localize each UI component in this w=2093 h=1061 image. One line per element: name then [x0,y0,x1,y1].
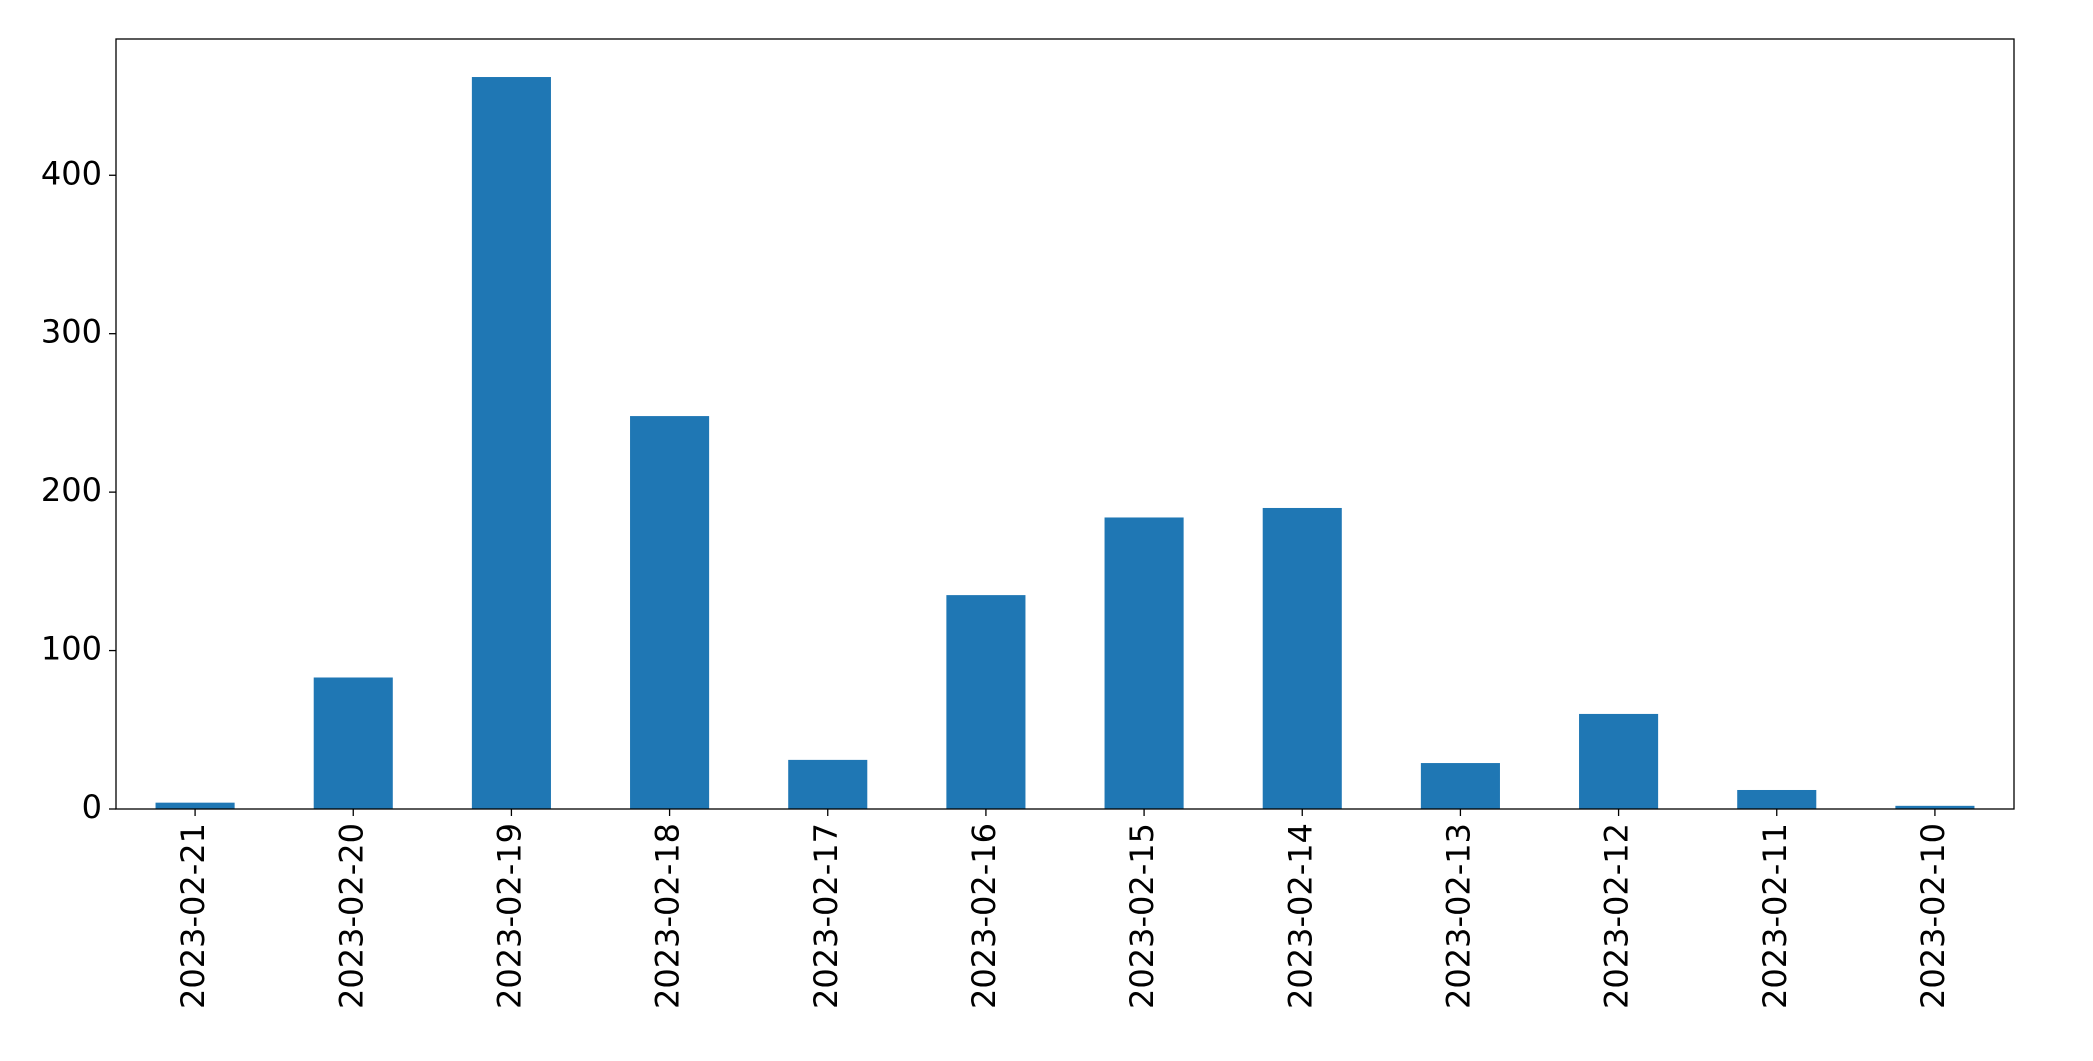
x-tick-label: 2023-02-13 [1439,823,1477,1009]
plot-frame [115,38,2015,810]
x-tick-label: 2023-02-12 [1598,823,1636,1009]
x-tick-label: 2023-02-21 [174,823,212,1009]
bar [1737,789,1817,809]
bar [1420,763,1500,809]
y-tick-label: 200 [41,471,102,509]
x-tick-label: 2023-02-17 [807,823,845,1009]
x-tick-label: 2023-02-16 [965,823,1003,1009]
bar [1579,713,1659,809]
x-tick-label: 2023-02-14 [1281,823,1319,1009]
bar [630,416,710,809]
y-tick-label: 400 [41,154,102,192]
bar [155,802,235,809]
x-tick-label: 2023-02-11 [1756,823,1794,1009]
x-tick-label: 2023-02-10 [1914,823,1952,1009]
bar [313,677,393,809]
bar [1104,517,1184,809]
x-tick-label: 2023-02-20 [332,823,370,1009]
x-tick-label: 2023-02-15 [1123,823,1161,1009]
bar [1262,507,1342,809]
y-tick-label: 0 [82,788,102,826]
x-tick-label: 2023-02-18 [649,823,687,1009]
bar [946,595,1026,809]
bar [1895,805,1975,809]
bar [471,77,551,810]
x-tick-label: 2023-02-19 [490,823,528,1009]
y-tick-label: 100 [41,630,102,668]
y-tick-label: 300 [41,313,102,351]
bar [788,759,868,809]
